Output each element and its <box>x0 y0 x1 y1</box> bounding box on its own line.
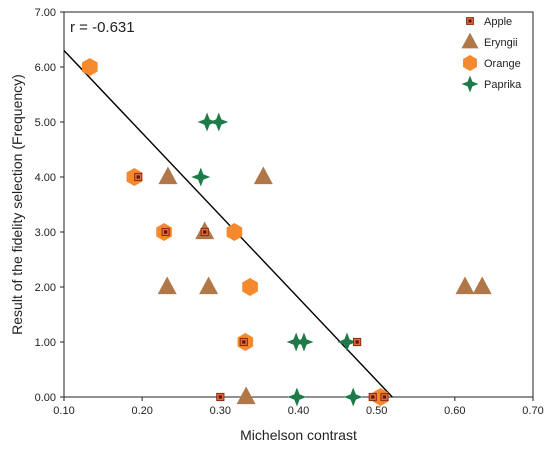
x-tick-label: 0.30 <box>210 405 231 417</box>
legend-marker-paprika <box>461 75 479 93</box>
legend-item-eryngii: Eryngii <box>461 32 518 49</box>
legend-marker-apple <box>466 17 474 25</box>
data-point-apple <box>239 337 248 347</box>
data-point-apple <box>380 392 389 402</box>
data-point-apple <box>134 172 143 182</box>
x-tick-label: 0.50 <box>366 405 387 417</box>
data-point-eryngii <box>157 276 177 295</box>
data-point-eryngii <box>158 166 178 185</box>
y-tick-label: 7.00 <box>35 7 56 19</box>
legend-item-paprika: Paprika <box>461 75 522 93</box>
data-point-apple <box>353 337 362 347</box>
data-point-orange <box>226 223 243 241</box>
data-point-orange <box>242 278 258 296</box>
legend-label: Paprika <box>484 79 522 91</box>
data-point-apple <box>216 392 225 402</box>
data-point-paprika <box>294 332 314 352</box>
x-tick-label: 0.40 <box>288 405 309 417</box>
data-point-paprika <box>287 387 307 407</box>
x-tick-label: 0.20 <box>131 405 152 417</box>
x-tick-label: 0.10 <box>53 405 74 417</box>
y-tick-label: 5.00 <box>35 117 56 129</box>
data-point-paprika <box>337 332 357 352</box>
y-axis-ticks: 0.00 1.00 2.00 3.00 4.00 5.00 6.00 7.00 <box>35 7 64 404</box>
legend-label: Orange <box>484 58 521 70</box>
legend-item-orange: Orange <box>463 55 521 71</box>
legend-label: Apple <box>484 16 512 28</box>
data-point-apple <box>368 392 377 402</box>
y-tick-label: 6.00 <box>35 62 56 74</box>
data-point-orange <box>82 58 98 76</box>
data-point-paprika <box>197 112 217 132</box>
y-tick-label: 2.00 <box>35 282 56 294</box>
correlation-annotation: r = -0.631 <box>70 19 135 36</box>
legend-marker-eryngii <box>461 32 479 49</box>
x-tick-label: 0.60 <box>444 405 465 417</box>
y-tick-label: 4.00 <box>35 172 56 184</box>
data-point-paprika <box>343 387 363 407</box>
x-axis-label: Michelson contrast <box>240 427 357 443</box>
data-point-eryngii <box>253 166 273 185</box>
legend-label: Eryngii <box>484 37 518 49</box>
legend-marker-orange <box>463 55 477 71</box>
data-point-eryngii <box>236 386 256 405</box>
legend: Apple Eryngii Orange Paprika <box>461 16 522 93</box>
data-point-paprika <box>191 167 211 187</box>
data-point-eryngii <box>472 276 492 295</box>
data-point-apple <box>200 227 209 237</box>
y-tick-label: 1.00 <box>35 337 56 349</box>
x-tick-label: 0.70 <box>522 405 543 417</box>
data-points <box>82 58 492 407</box>
legend-item-apple: Apple <box>466 16 512 28</box>
y-tick-label: 0.00 <box>35 392 56 404</box>
regression-line <box>63 50 393 398</box>
y-tick-label: 3.00 <box>35 227 56 239</box>
data-point-eryngii <box>199 276 219 295</box>
data-point-apple <box>161 227 170 237</box>
data-point-eryngii <box>455 276 475 295</box>
data-point-paprika <box>209 112 229 132</box>
y-axis-label: Result of the fidelity selection (Freque… <box>9 74 25 335</box>
